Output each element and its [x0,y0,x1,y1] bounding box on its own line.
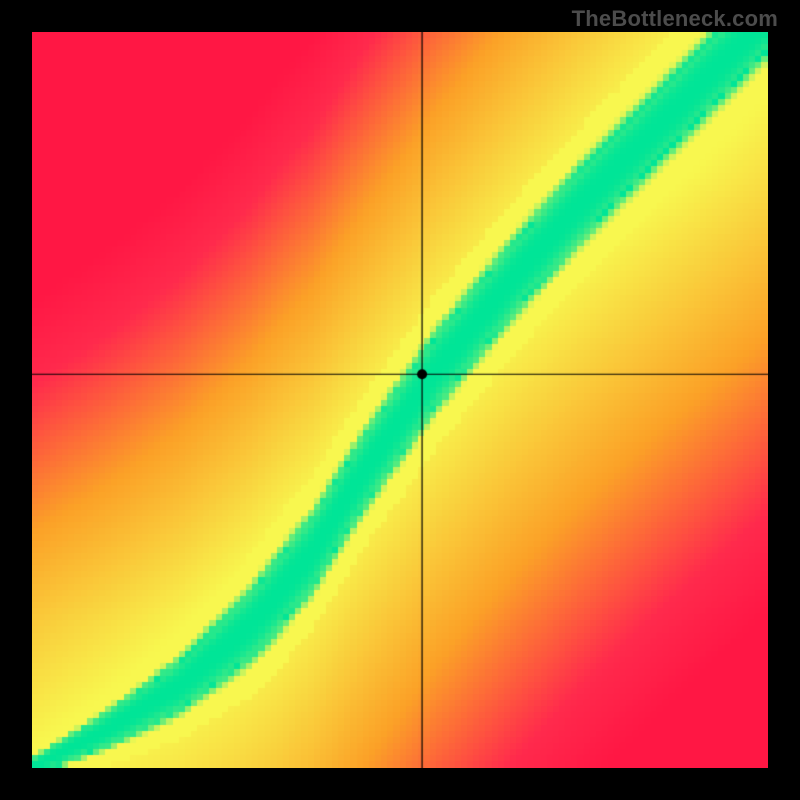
chart-container: TheBottleneck.com [0,0,800,800]
bottleneck-heatmap [32,32,768,768]
watermark-text: TheBottleneck.com [572,6,778,32]
